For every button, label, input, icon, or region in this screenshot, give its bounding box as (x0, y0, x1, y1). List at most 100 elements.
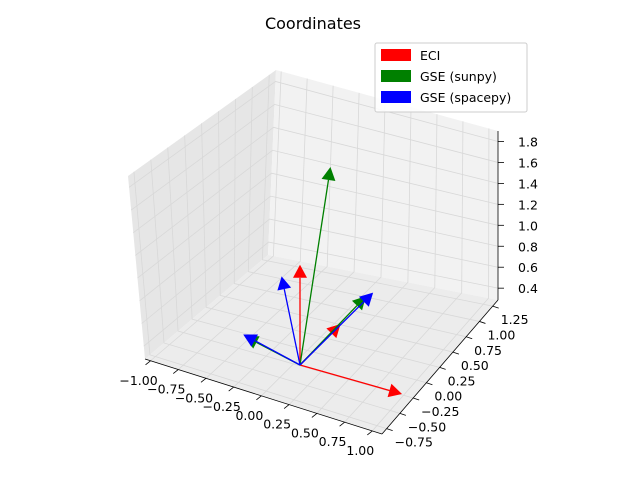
y-tick-mark (386, 428, 393, 432)
y-tick-label: 1.00 (487, 327, 515, 342)
y-grid-line (150, 159, 401, 414)
x-tick-label: 0.25 (263, 417, 291, 432)
x-tick-label: −0.50 (175, 390, 213, 405)
x-tick-mark (145, 360, 151, 366)
z-grid-line (141, 218, 499, 324)
z-grid-line (128, 81, 499, 188)
x-tick-label: −0.25 (203, 399, 241, 414)
x-grid-line (205, 85, 334, 379)
y-tick-mark (439, 367, 446, 370)
arrow-shaft (299, 179, 330, 366)
arrow-shaft (283, 288, 301, 366)
x-grid-line (371, 128, 490, 432)
y-grid-line (184, 135, 427, 384)
y-tick-mark (426, 382, 433, 386)
arrow-shaft (299, 364, 390, 392)
arrow-head (358, 292, 374, 307)
z-tick-label: 0.8 (518, 239, 538, 254)
y-grid-line (218, 111, 454, 353)
x-tick-label: 0.50 (291, 425, 319, 440)
y-tick-label: 0.25 (448, 373, 476, 388)
y-tick-label: 0.00 (434, 389, 462, 404)
z-tick-label: 1.6 (518, 155, 538, 170)
x-grid-line (344, 121, 464, 423)
x-axis-line (144, 358, 383, 435)
y-grid-line (167, 147, 414, 399)
y-tick-label: −0.50 (408, 419, 446, 434)
chart-title: Coordinates (265, 14, 361, 33)
y-tick-mark (399, 412, 407, 416)
legend-frame (374, 42, 528, 113)
arrow-head (321, 167, 336, 181)
y-tick-mark (452, 351, 460, 355)
x-grid-line (233, 92, 360, 388)
x-tick-label: 0.00 (235, 408, 263, 423)
z-tick-label: 1.2 (518, 197, 538, 212)
arrow-gse-spacepy--0 (299, 292, 374, 366)
arrow-head (277, 276, 292, 291)
x-tick-label: −1.00 (119, 373, 157, 388)
z-grid-line (130, 103, 499, 211)
y-tick-mark (466, 336, 473, 340)
z-grid-line (139, 195, 499, 302)
x-grid-line (316, 114, 438, 414)
legend: ECI GSE (sunpy) GSE (spacepy) (374, 42, 528, 113)
z-tick-label: 1.0 (518, 218, 538, 233)
legend-swatch (381, 91, 411, 103)
z-tick-label: 1.8 (518, 134, 538, 149)
x-tick-mark (339, 421, 345, 427)
arrow-eci-0 (299, 364, 402, 398)
left-pane (128, 70, 276, 359)
x-grid-line (288, 107, 412, 405)
x-tick-mark (173, 369, 179, 374)
arrow-head (293, 264, 307, 278)
arrow-gse-sunpy--2 (299, 167, 336, 366)
y-grid-line (133, 171, 387, 430)
grid-lines (128, 71, 499, 432)
x-tick-label: 1.00 (346, 443, 374, 458)
y-grid-line (247, 86, 480, 322)
y-grid-line (201, 123, 440, 368)
x-grid-line (177, 78, 308, 370)
y-axis-line (381, 299, 499, 435)
y-tick-mark (492, 305, 499, 309)
y-tick-mark (413, 397, 420, 401)
axis-panes (128, 70, 498, 434)
z-grid-line (133, 126, 499, 234)
y-tick-label: 0.50 (461, 358, 489, 373)
x-tick-label: −0.75 (147, 382, 185, 397)
tick-labels: −1.00−0.75−0.50−0.250.000.250.500.751.00… (119, 134, 538, 457)
axis-lines (144, 131, 504, 436)
x-tick-mark (311, 413, 318, 418)
z-grid-line (143, 241, 499, 347)
arrow-shaft (299, 301, 365, 366)
z-tick-label: 0.6 (518, 260, 538, 275)
arrow-gse-spacepy--2 (277, 276, 301, 366)
z-grid-line (135, 149, 499, 256)
x-tick-mark (228, 386, 234, 392)
x-tick-mark (367, 430, 373, 436)
vector-arrows (243, 167, 402, 398)
legend-label: ECI (420, 48, 440, 63)
z-tick-label: 0.4 (518, 281, 538, 296)
legend-swatch (381, 49, 411, 61)
arrow-head (243, 334, 259, 347)
arrow-head (387, 383, 402, 398)
z-grid-line (137, 172, 499, 279)
x-tick-mark (283, 404, 290, 409)
z-tick-label: 1.4 (518, 176, 538, 191)
arrow-gse-spacepy--1 (243, 334, 301, 366)
arrow-eci-2 (293, 264, 307, 365)
y-grid-line (233, 99, 467, 338)
legend-label: GSE (sunpy) (420, 69, 497, 84)
x-tick-mark (256, 395, 262, 401)
y-tick-label: −0.25 (421, 404, 459, 419)
x-tick-mark (200, 377, 207, 383)
y-tick-label: −0.75 (395, 435, 433, 450)
legend-swatch (381, 70, 411, 82)
y-tick-mark (479, 321, 486, 324)
arrow-shaft (254, 340, 301, 366)
legend-label: GSE (spacepy) (420, 90, 511, 105)
y-grid-line (261, 74, 493, 307)
